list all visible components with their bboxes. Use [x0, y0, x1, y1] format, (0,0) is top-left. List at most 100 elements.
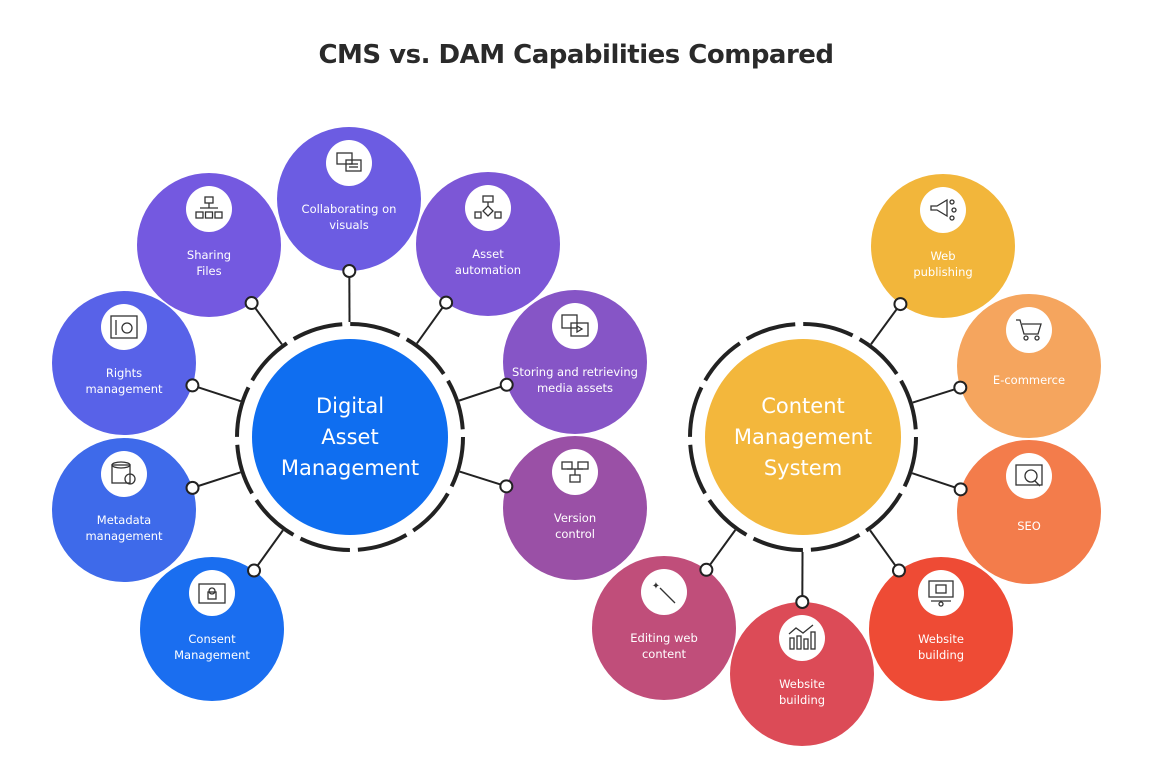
connector-line: [458, 383, 508, 402]
capability-label-line: building: [918, 648, 964, 662]
connector-knob: [247, 563, 262, 578]
megaphone-icon: [930, 198, 957, 221]
capability-label-line: Metadata: [97, 513, 151, 527]
flowchart-icon: [474, 195, 502, 219]
connector-line: [870, 303, 902, 345]
capability-node: Metadata management: [52, 438, 196, 582]
capability-label-line: E-commerce: [993, 373, 1065, 387]
capability-node: Consent Management: [140, 557, 284, 701]
capability-label-line: automation: [455, 263, 521, 277]
capability-label-line: content: [642, 647, 687, 661]
capability-node: Rights management: [52, 291, 196, 435]
folder-tree-icon: [195, 196, 223, 219]
page-title: CMS vs. DAM Capabilities Compared: [318, 40, 834, 70]
capability-label-line: visuals: [329, 218, 369, 232]
icon-badge: [186, 186, 232, 232]
capability-circle: [503, 290, 647, 434]
icon-badge: [465, 185, 511, 231]
capability-circle: [957, 294, 1101, 438]
capability-circle: [730, 602, 874, 746]
connector-line: [192, 384, 242, 403]
capability-label-line: SEO: [1017, 519, 1041, 533]
connector-line: [912, 386, 961, 404]
capability-circle: [871, 174, 1015, 318]
svg-text:✦: ✦: [652, 581, 660, 592]
capability-circle: [140, 557, 284, 701]
capability-node: Storing and retrieving media assets: [503, 290, 647, 434]
capability-label-line: Files: [196, 264, 221, 278]
icon-badge: [189, 570, 235, 616]
hub-label-line: Digital: [316, 394, 384, 418]
capability-node: ✦ Editing web content: [592, 556, 736, 700]
hub-label-line: Management: [734, 425, 872, 449]
connector-knob: [244, 296, 259, 311]
capability-circle: [957, 440, 1101, 584]
icon-badge: [326, 140, 372, 186]
capability-circle: [503, 436, 647, 580]
hub-label-line: Content: [761, 394, 845, 418]
capability-label-line: Website: [918, 632, 964, 646]
growth-chart-icon: [788, 624, 816, 650]
capability-circle: [52, 438, 196, 582]
capability-label-line: Sharing: [187, 248, 231, 262]
connector-knob: [439, 295, 454, 310]
capability-node: Collaborating on visuals: [277, 127, 421, 271]
capability-label-line: Storing and retrieving: [512, 365, 638, 379]
capability-circle: [137, 173, 281, 317]
hub-ring: [235, 322, 465, 552]
database-gear-icon: [111, 461, 136, 485]
connector-knob: [893, 297, 908, 312]
capability-node: E-commerce: [957, 294, 1101, 438]
capability-label-line: Website: [779, 677, 825, 691]
connector-line: [459, 470, 507, 488]
icon-badge: [101, 451, 147, 497]
connectors: [192, 270, 961, 603]
capability-label-line: Web: [930, 249, 955, 263]
capability-label-line: control: [555, 527, 595, 541]
capability-circle: [592, 556, 736, 700]
connector-knob: [185, 480, 200, 495]
connector-knob: [342, 263, 357, 278]
capability-label-line: Management: [174, 648, 250, 662]
connector-line: [416, 301, 447, 345]
versions-icon: [561, 461, 589, 483]
capability-node: Website building: [869, 557, 1013, 701]
hub-label-line: Management: [281, 456, 419, 480]
connector-knob: [499, 479, 514, 494]
hub-circle: [252, 339, 448, 535]
shopping-cart-icon: [1016, 319, 1042, 341]
connector-knob: [185, 378, 200, 393]
connector-knob: [891, 563, 906, 578]
connector-knob: [953, 380, 968, 395]
icon-badge: [1006, 453, 1052, 499]
capability-node: Sharing Files: [137, 173, 281, 317]
capability-label-line: Editing web: [630, 631, 698, 645]
icon-badge: [552, 303, 598, 349]
icon-badge: [779, 615, 825, 661]
icon-badge: [920, 187, 966, 233]
sitemap-icon: [928, 580, 954, 607]
chat-bubbles-icon: [336, 152, 362, 172]
capability-label-line: management: [85, 382, 163, 396]
connector-line: [911, 472, 961, 491]
capability-node: Asset automation: [416, 172, 560, 316]
connector-line: [250, 302, 283, 345]
connector-knob: [795, 595, 810, 610]
capability-circle: [869, 557, 1013, 701]
media-files-icon: [561, 314, 589, 337]
capability-label-line: Version: [554, 511, 596, 525]
capability-circle: [52, 291, 196, 435]
connector-line: [869, 529, 900, 572]
capability-node: Web publishing: [871, 174, 1015, 318]
capability-label-line: publishing: [913, 265, 972, 279]
connector-line: [253, 529, 284, 572]
hub-label-line: Asset: [321, 425, 378, 449]
capability-label-line: building: [779, 693, 825, 707]
connector-knob: [499, 377, 514, 392]
hub-circle: [705, 339, 901, 535]
capability-label-line: media assets: [537, 381, 613, 395]
capability-label-line: management: [85, 529, 163, 543]
connector-line: [705, 529, 737, 571]
capability-circle: [416, 172, 560, 316]
